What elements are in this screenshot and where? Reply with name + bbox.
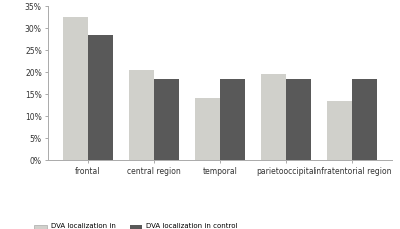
Bar [286,79,311,160]
Bar [195,99,220,160]
Bar [88,35,113,160]
Legend: DVA localization in
patients with MS, DVA localization in control
patients: DVA localization in patients with MS, DV… [34,222,238,229]
Bar [154,79,179,160]
Bar [261,75,286,160]
Bar [327,101,352,160]
Bar [129,71,154,160]
Bar [220,79,245,160]
Bar [352,79,378,160]
Bar [62,18,88,160]
